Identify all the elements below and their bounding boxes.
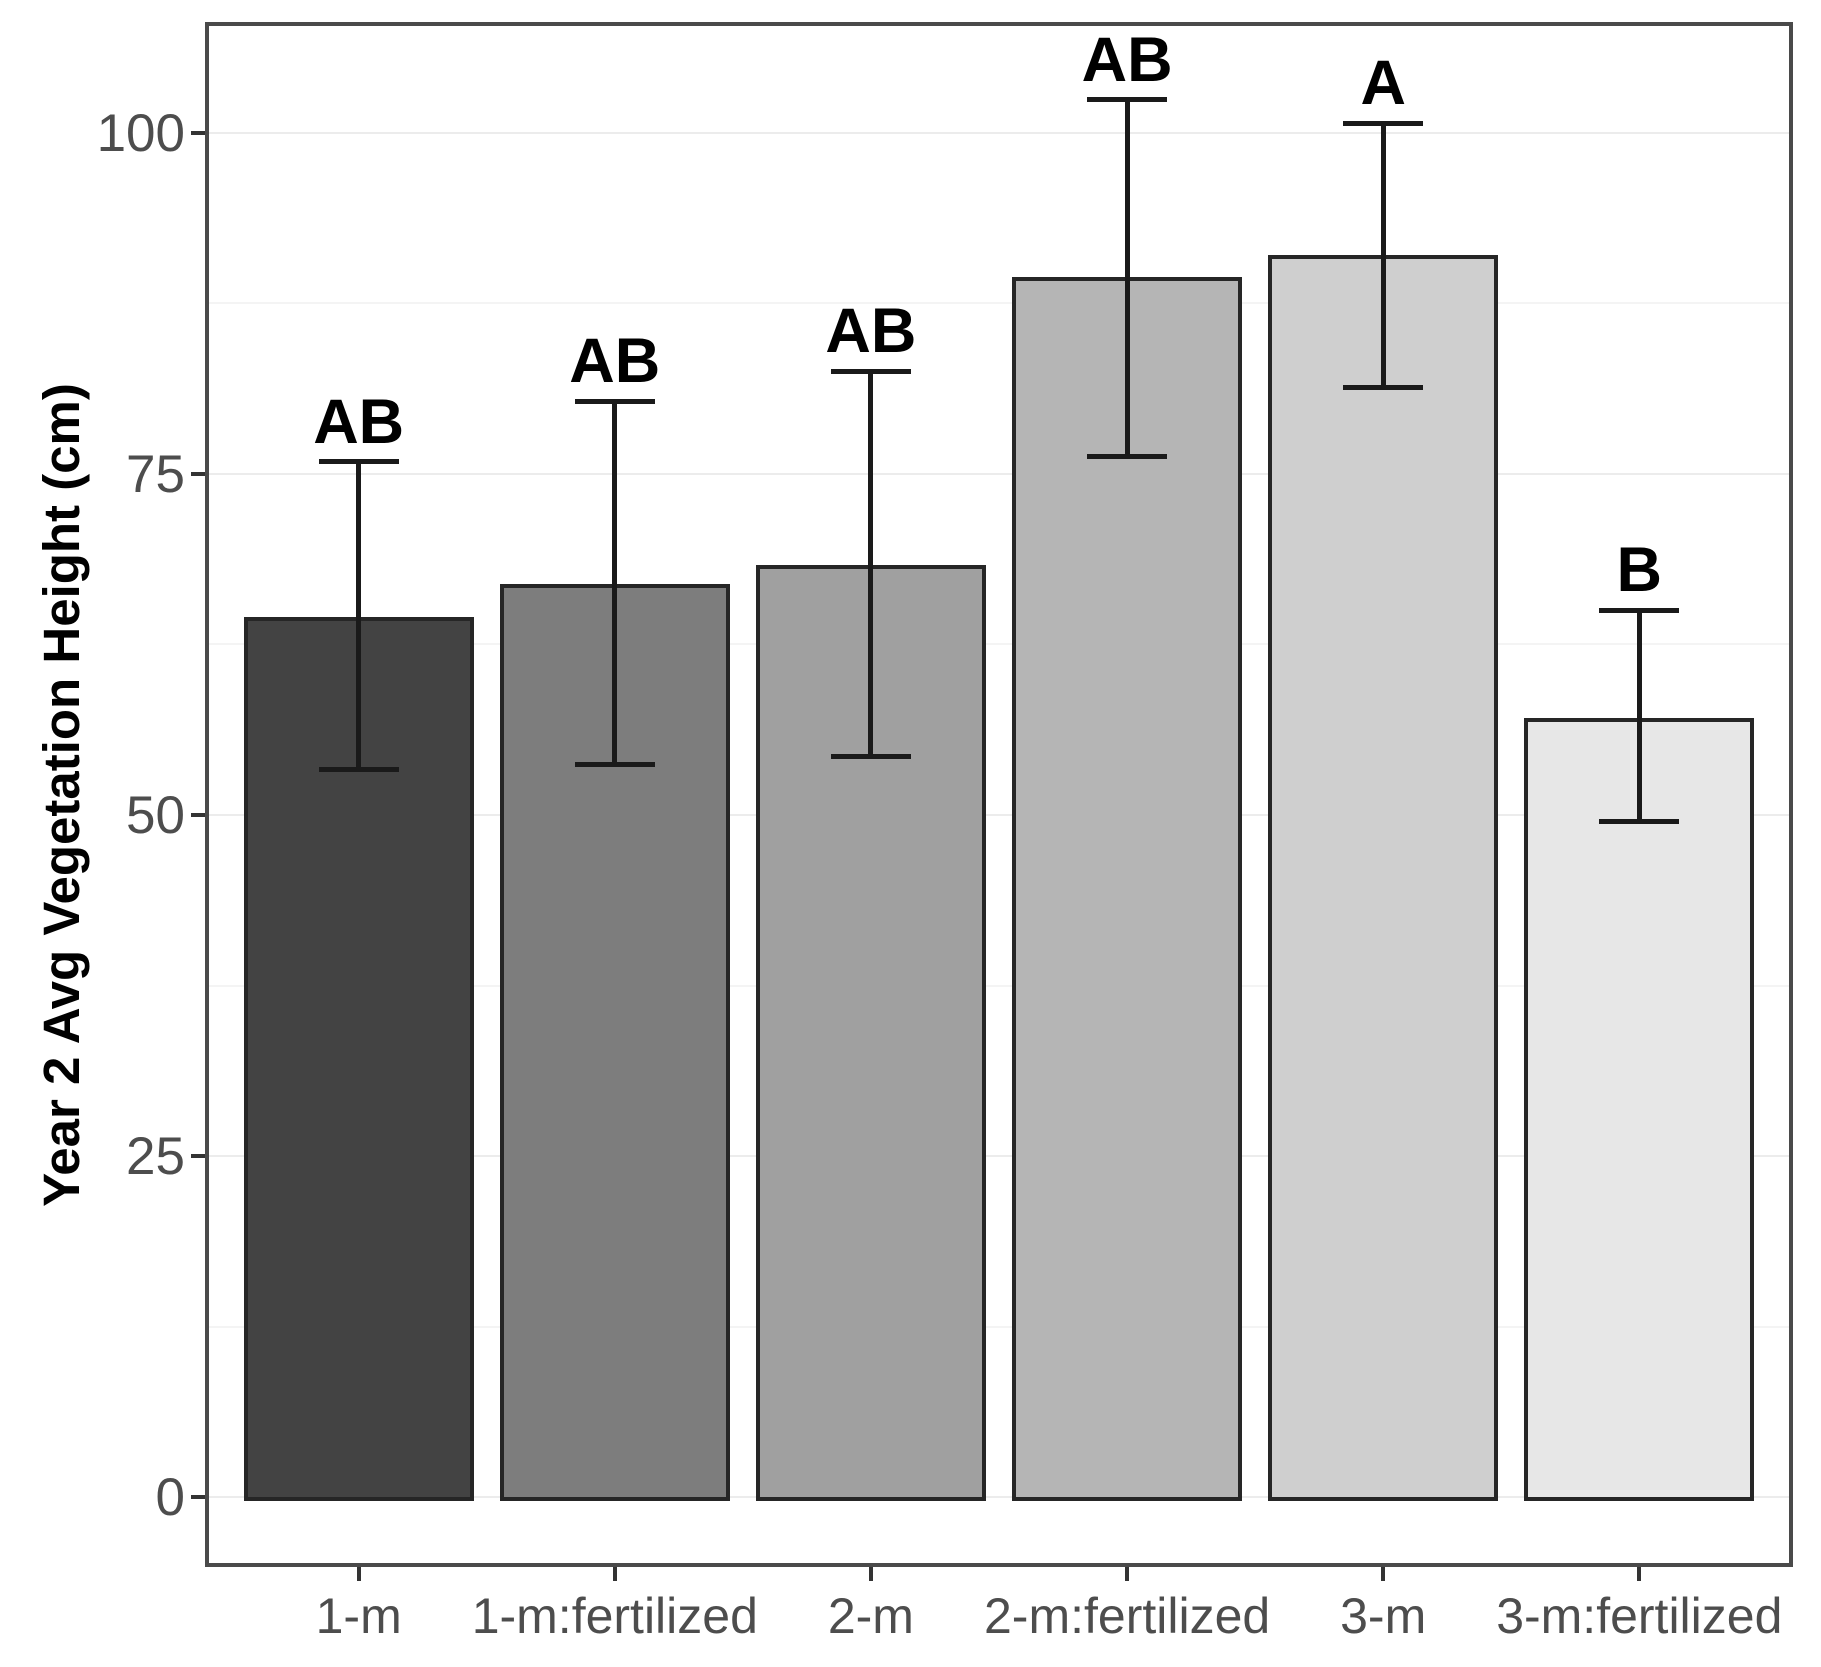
bar [499, 584, 730, 1502]
x-axis-tick [1125, 1567, 1130, 1581]
error-bar-cap-bottom [1087, 453, 1168, 459]
x-axis-tick [868, 1567, 873, 1581]
bar [1012, 277, 1243, 1502]
gridline-major [205, 1496, 1793, 1499]
gridline-major [205, 814, 1793, 816]
error-bar-stem [356, 461, 362, 770]
error-bar-stem [1124, 99, 1130, 456]
bar [1524, 718, 1755, 1502]
x-axis-tick [612, 1567, 617, 1581]
gridline-minor [205, 1325, 1793, 1328]
error-bar-stem [868, 371, 874, 757]
error-bar-stem [1380, 123, 1386, 388]
x-axis-tick [356, 1567, 361, 1581]
error-bar-stem [612, 401, 618, 765]
y-axis-tick [191, 1495, 205, 1500]
error-bar-cap-top [1087, 97, 1168, 103]
gridline-major [205, 472, 1793, 475]
gridline-major [205, 131, 1793, 134]
y-tick-label: 100 [96, 103, 185, 163]
y-tick-label: 0 [155, 1468, 185, 1528]
error-bar-cap-top [574, 398, 655, 404]
error-bar-cap-bottom [1599, 819, 1680, 825]
x-axis-tick [1381, 1567, 1386, 1581]
y-axis-tick [191, 471, 205, 476]
y-tick-label: 75 [126, 444, 185, 504]
gridline-minor [205, 984, 1793, 987]
x-tick-label: 3-m:fertilized [1496, 1588, 1783, 1644]
sig-letter: AB [569, 326, 661, 397]
y-axis-tick [191, 1154, 205, 1159]
y-tick-label: 50 [126, 786, 185, 845]
error-bar-stem [1636, 610, 1642, 822]
sig-letter: B [1616, 535, 1663, 606]
gridline-minor [205, 302, 1793, 305]
error-bar-cap-bottom [830, 753, 911, 759]
sig-letter: AB [313, 386, 405, 457]
x-tick-label: 3-m [1340, 1588, 1427, 1644]
error-bar-cap-bottom [574, 762, 655, 767]
y-axis-tick [191, 130, 205, 135]
error-bar-cap-top [318, 459, 399, 464]
error-bar-cap-bottom [318, 767, 399, 773]
error-bar-cap-top [1343, 120, 1424, 126]
x-tick-label: 1-m [315, 1588, 402, 1644]
error-bar-cap-top [1599, 607, 1680, 613]
sig-letter: AB [825, 296, 917, 367]
bar [1268, 255, 1499, 1502]
gridline-minor [205, 643, 1793, 646]
sig-letter: A [1360, 48, 1406, 118]
error-bar-cap-top [830, 368, 911, 374]
x-tick-label: 2-m:fertilized [984, 1588, 1271, 1644]
y-tick-label: 25 [126, 1127, 185, 1187]
y-axis-tick [191, 813, 205, 817]
error-bar-cap-bottom [1343, 385, 1424, 391]
gridline-major [205, 1155, 1793, 1158]
x-tick-label: 2-m [827, 1588, 914, 1644]
x-tick-label: 1-m:fertilized [471, 1588, 758, 1644]
x-axis-tick [1637, 1567, 1642, 1581]
sig-letter: AB [1081, 24, 1173, 95]
